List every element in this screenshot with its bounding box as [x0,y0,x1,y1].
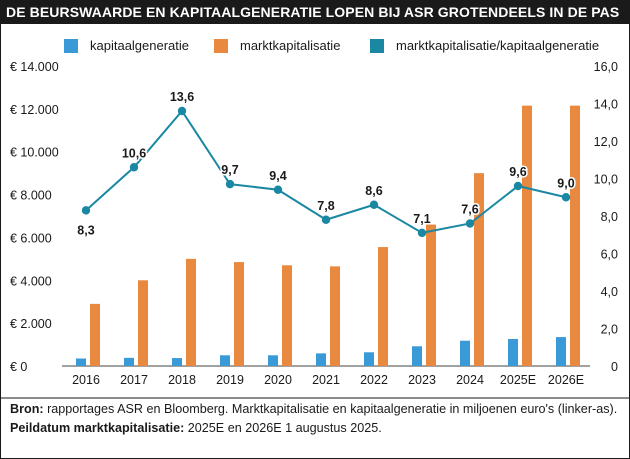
data-label-ratio: 8,3 [77,223,94,237]
source-label: Bron: [10,402,44,416]
right-axis-tick-label: 4,0 [601,285,618,299]
x-axis-tick-label: 2020 [264,373,292,387]
point-ratio [81,206,91,215]
left-axis-tick-label: € 4.000 [10,274,52,288]
data-label-ratio: 9,4 [269,169,286,183]
x-axis-tick-label: 2024 [456,373,484,387]
legend-label: kapitaalgeneratie [90,38,190,53]
bar-marktkapitalisatie [522,105,532,367]
source-text: rapportages ASR en Bloomberg. Marktkapit… [43,402,618,416]
right-axis-tick-label: 10,0 [594,173,618,187]
x-axis-tick-label: 2021 [312,373,340,387]
legend-swatch [370,38,384,53]
left-axis-tick-label: € 14.000 [10,60,59,74]
left-axis-tick-label: € 10.000 [10,146,59,160]
point-ratio [369,200,379,209]
bar-marktkapitalisatie [474,173,484,366]
x-axis-tick-label: 2017 [120,373,148,387]
date-text: 2025E en 2026E 1 augustus 2025. [184,421,382,435]
bar-marktkapitalisatie [90,303,100,366]
legend: kapitaalgeneratie marktkapitalisatie mar… [0,38,630,56]
bar-kapitaalgeneratie [412,346,422,366]
right-axis-tick-label: 8,0 [601,210,618,224]
bar-marktkapitalisatie [186,258,196,366]
x-axis-tick-label: 2022 [360,373,388,387]
date-label: Peildatum marktkapitalisatie: [10,421,185,435]
bar-marktkapitalisatie [426,224,436,366]
bar-kapitaalgeneratie [556,337,566,366]
legend-item-kapitaalgeneratie: kapitaalgeneratie [64,38,189,53]
left-axis-tick-label: € 6.000 [10,231,52,245]
bar-kapitaalgeneratie [316,353,326,366]
data-label-ratio: 9,6 [509,165,526,179]
bar-kapitaalgeneratie [172,358,182,366]
x-axis-tick-label: 2025E [500,373,536,387]
point-ratio [465,219,475,228]
point-ratio [321,215,331,224]
point-ratio [417,228,427,238]
data-label-ratio: 10,6 [122,146,146,160]
left-axis-tick-label: € 8.000 [10,189,52,203]
data-label-ratio: 7,6 [461,203,478,217]
bar-kapitaalgeneratie [76,358,86,366]
bar-marktkapitalisatie [330,266,340,366]
right-axis-tick-label: 14,0 [594,98,618,112]
x-axis-tick-label: 2018 [168,373,196,387]
bar-marktkapitalisatie [138,280,148,366]
data-label-ratio: 7,8 [317,199,334,213]
x-axis-tick-label: 2019 [216,373,244,387]
legend-swatch [214,38,228,53]
point-ratio [273,185,283,194]
x-axis-tick-label: 2016 [72,373,100,387]
right-axis-tick-label: 12,0 [594,135,618,149]
bar-kapitaalgeneratie [508,339,518,366]
line-ratio [85,109,567,234]
right-axis-tick-label: 16,0 [594,60,618,74]
bar-kapitaalgeneratie [268,355,278,366]
right-axis-tick-label: 2,0 [601,323,618,337]
x-axis-tick-label: 2026E [548,373,584,387]
data-label-ratio: 9,0 [557,176,574,190]
data-label-ratio: 8,6 [365,184,382,198]
point-ratio [561,193,571,202]
left-axis-tick-label: € 2.000 [10,317,52,331]
data-label-ratio: 9,7 [221,163,238,177]
point-ratio [225,179,235,189]
bar-kapitaalgeneratie [124,357,134,366]
x-axis-tick-label: 2023 [408,373,436,387]
bar-marktkapitalisatie [378,247,388,366]
point-ratio [177,106,187,116]
bar-marktkapitalisatie [570,105,580,367]
data-label-ratio: 7,1 [413,212,430,226]
bar-kapitaalgeneratie [364,352,374,366]
left-axis-tick-label: € 0 [10,360,27,374]
legend-label: marktkapitalisatie/kapitaalgeneratie [396,38,600,53]
legend-swatch [64,38,78,53]
point-ratio [129,163,139,172]
data-label-ratio: 13,6 [170,90,194,104]
left-axis-tick-label: € 12.000 [10,103,59,117]
legend-item-ratio: marktkapitalisatie/kapitaalgeneratie [370,38,599,53]
bar-kapitaalgeneratie [220,355,230,366]
legend-label: marktkapitalisatie [240,38,341,53]
right-axis-tick-label: 0 [611,360,618,374]
source-note: Bron: rapportages ASR en Bloomberg. Mark… [10,400,622,438]
chart-title: DE BEURSWAARDE EN KAPITAALGENERATIE LOPE… [0,0,630,24]
bar-marktkapitalisatie [234,262,244,366]
legend-item-marktkapitalisatie: marktkapitalisatie [214,38,340,53]
bar-marktkapitalisatie [282,265,292,366]
right-axis-tick-label: 6,0 [601,248,618,262]
bar-kapitaalgeneratie [460,340,470,366]
point-ratio [513,181,523,191]
